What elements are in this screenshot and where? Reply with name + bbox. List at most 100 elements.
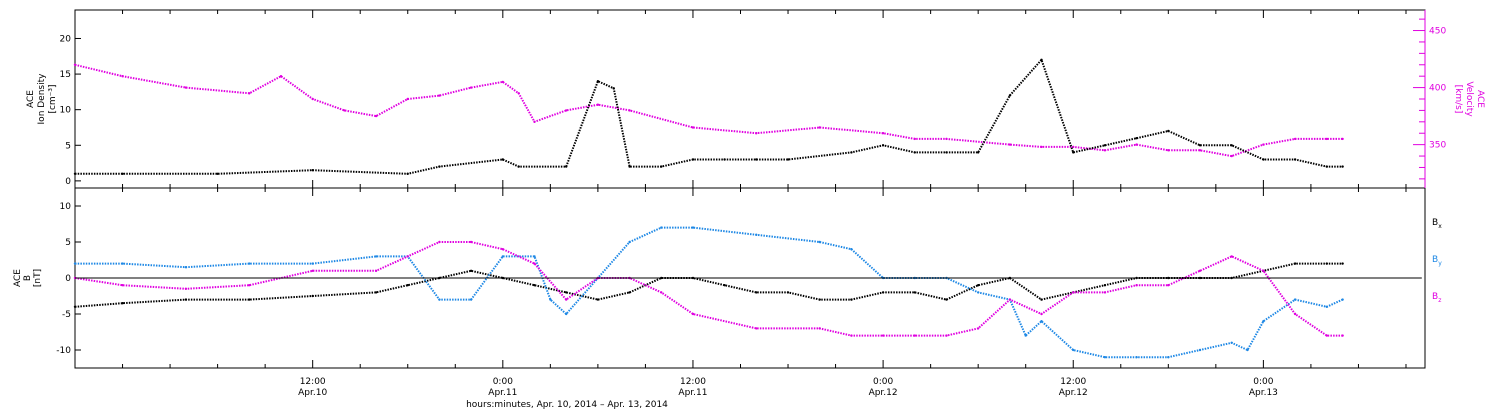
svg-text:Bx: Bx <box>1432 218 1442 230</box>
velocity-series-point-18 <box>755 132 758 135</box>
by-series-point-7 <box>438 298 441 301</box>
x-tick-time-1: 0:00 <box>493 377 513 387</box>
velocity-series-point-9 <box>438 94 441 97</box>
by-series-point-31 <box>1198 348 1202 352</box>
ion-density-series-point-26 <box>1135 137 1138 140</box>
bx-series-point-34 <box>1293 262 1297 265</box>
top-left-axis-title-2: Ion Density <box>37 73 47 125</box>
bz-series-point-23 <box>1008 298 1012 301</box>
velocity-series-point-16 <box>628 109 631 112</box>
velocity-series-point-4 <box>279 75 283 78</box>
bz-series-point-27 <box>1135 284 1138 287</box>
ion-density-series-point-14 <box>723 158 726 161</box>
bottom-left-axis-title-3: [nT] <box>33 269 43 287</box>
velocity-series-point-19 <box>818 126 821 129</box>
velocity-series-point-27 <box>1135 143 1138 146</box>
bx-series-point-36 <box>1341 262 1344 265</box>
x-tick-date-1: Apr.11 <box>488 388 517 398</box>
top-left-tick-label-2: 10 <box>60 106 72 116</box>
ion-density-series-point-3 <box>311 169 314 172</box>
ion-density-series-point-23 <box>1040 58 1043 61</box>
ion-density-series-point-0 <box>73 172 77 175</box>
bottom-left-tick-label-4: 10 <box>60 202 72 212</box>
by-series-point-1 <box>121 262 124 265</box>
ion-density-series-point-1 <box>121 172 124 175</box>
by-series-point-33 <box>1246 348 1249 352</box>
bz-series-point-20 <box>913 334 916 337</box>
top-left-tick-label-3: 15 <box>60 70 71 80</box>
bz-series-point-5 <box>374 269 378 272</box>
legend-by-sub: y <box>1438 260 1442 267</box>
velocity-series-point-31 <box>1262 143 1265 146</box>
bx-series-point-20 <box>850 298 853 301</box>
x-tick-time-2: 12:00 <box>680 377 706 387</box>
velocity-series-point-28 <box>1167 149 1170 152</box>
bz-series-point-34 <box>1341 334 1344 337</box>
ion-density-series-point-11 <box>628 165 631 168</box>
by-series-point-36 <box>1325 305 1329 308</box>
bx-series-point-19 <box>818 298 821 301</box>
by-series-point-32 <box>1230 341 1233 344</box>
bz-series-point-31 <box>1262 269 1265 272</box>
velocity-series-point-26 <box>1103 149 1107 152</box>
bx-series-point-28 <box>1103 284 1107 287</box>
velocity-series-point-5 <box>311 97 314 101</box>
ion-density-series-point-4 <box>406 172 409 175</box>
bx-series-point-6 <box>406 284 409 287</box>
x-tick-date-2: Apr.11 <box>678 388 707 398</box>
bx-series-point-8 <box>469 269 473 272</box>
by-series-point-12 <box>565 312 568 316</box>
legend-by-label: B <box>1432 255 1438 265</box>
velocity-series-point-2 <box>184 86 188 89</box>
velocity-series-point-1 <box>121 75 124 78</box>
velocity-series-point-21 <box>913 137 916 141</box>
by-series-point-30 <box>1167 356 1170 359</box>
velocity-series-point-6 <box>343 109 346 112</box>
bx-series-point-13 <box>628 291 631 294</box>
bz-series-point-9 <box>501 248 504 251</box>
velocity-series-point-30 <box>1230 154 1233 158</box>
bz-series-point-28 <box>1167 284 1170 287</box>
velocity-series-point-0 <box>73 63 77 66</box>
bz-series-point-10 <box>533 262 536 265</box>
ion-density-series-point-17 <box>850 151 853 154</box>
top-right-tick-label-2: 450 <box>1429 27 1446 37</box>
top-left-axis-title-1: ACE <box>26 90 36 108</box>
bz-series-point-30 <box>1230 255 1233 258</box>
ion-density-series-point-2 <box>216 172 219 175</box>
bz-series-point-15 <box>691 312 695 316</box>
legend-bz-label: B <box>1432 292 1438 302</box>
x-tick-date-3: Apr.12 <box>869 388 898 398</box>
by-series-point-5 <box>374 255 378 258</box>
x-axis: 12:00Apr.100:00Apr.1112:00Apr.110:00Apr.… <box>74 10 1407 398</box>
bz-series-point-22 <box>977 327 980 330</box>
velocity-series-point-34 <box>1341 137 1344 141</box>
top-left-tick-label-4: 20 <box>60 34 72 44</box>
ion-density-series-point-15 <box>755 158 758 161</box>
ion-density-series-point-27 <box>1167 129 1170 133</box>
ion-density-series-line <box>75 57 1343 175</box>
by-series-point-2 <box>184 266 188 269</box>
ion-density-series-point-29 <box>1230 144 1233 147</box>
ion-density-series-point-19 <box>913 151 916 154</box>
velocity-series-point-17 <box>691 126 695 129</box>
bx-series-point-23 <box>945 298 948 301</box>
by-series-point-37 <box>1341 298 1344 301</box>
x-axis-title: hours:minutes, Apr. 10, 2014 – Apr. 13, … <box>466 400 668 410</box>
velocity-series-point-22 <box>945 137 948 141</box>
velocity-series-point-14 <box>565 109 568 112</box>
ion-density-series-point-22 <box>1008 94 1012 97</box>
bottom-left-tick-label-2: 0 <box>65 274 71 284</box>
ion-density-series-point-31 <box>1293 158 1297 161</box>
velocity-series-point-24 <box>1040 145 1043 149</box>
ion-density-series-point-25 <box>1103 144 1107 147</box>
legend-bz: Bz <box>1432 292 1441 304</box>
by-series-point-9 <box>501 255 504 258</box>
by-series-point-35 <box>1293 298 1297 301</box>
velocity-series-point-13 <box>533 120 536 124</box>
top-right-axis: 350 400 450 <box>1413 10 1446 188</box>
velocity-series-point-3 <box>248 92 251 95</box>
legend-bx-sub: x <box>1438 223 1442 230</box>
bx-series-point-18 <box>786 291 790 294</box>
by-series-point-25 <box>1024 334 1027 337</box>
